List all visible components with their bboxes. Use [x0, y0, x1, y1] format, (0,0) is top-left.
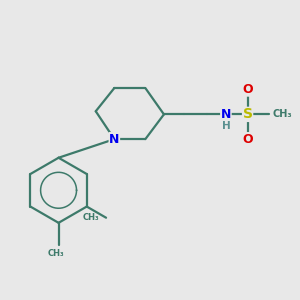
Text: N: N [109, 133, 119, 146]
Text: CH₃: CH₃ [47, 249, 64, 258]
Text: H: H [221, 121, 230, 131]
Text: O: O [242, 133, 253, 146]
Text: N: N [221, 108, 231, 121]
Text: O: O [242, 83, 253, 96]
Text: CH₃: CH₃ [272, 110, 292, 119]
Text: CH₃: CH₃ [82, 213, 99, 222]
Text: S: S [243, 107, 253, 122]
